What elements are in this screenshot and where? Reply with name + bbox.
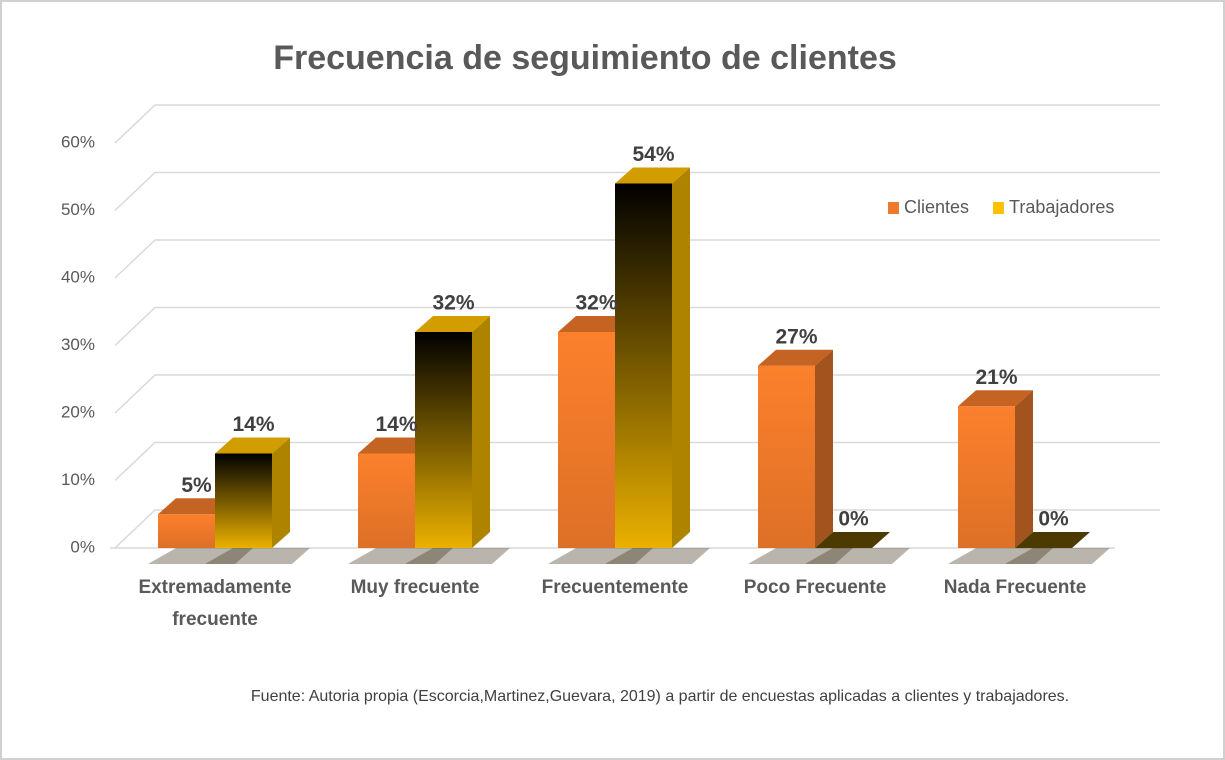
- bar-top: [215, 437, 290, 454]
- bar-top: [958, 390, 1033, 407]
- bar-shadow: [405, 548, 510, 564]
- bar-shadow: [805, 548, 910, 564]
- y-tick-label: 60%: [61, 132, 95, 151]
- bar-side: [1015, 390, 1033, 548]
- data-label: 21%: [975, 366, 1017, 389]
- data-label: 14%: [232, 413, 274, 436]
- grid-line: [114, 239, 1160, 279]
- x-tick-label: Extremadamente frecuente: [138, 577, 291, 630]
- bar-shadow: [205, 548, 310, 564]
- y-tick-label: 0%: [70, 537, 95, 556]
- bar-top: [415, 316, 490, 332]
- data-label: 32%: [432, 292, 474, 315]
- bar-shadow: [948, 548, 1053, 564]
- data-label: 54%: [632, 143, 674, 166]
- bar-top: [758, 349, 833, 366]
- bar-shadow: [748, 548, 853, 564]
- data-label: 27%: [775, 325, 817, 348]
- bar-side: [272, 437, 290, 548]
- bar: [758, 365, 815, 548]
- bar-top: [358, 437, 433, 454]
- bar-top: [1015, 532, 1090, 548]
- bar-side: [815, 349, 833, 548]
- y-tick-label: 50%: [61, 200, 95, 219]
- y-tick-label: 20%: [61, 402, 95, 421]
- legend-swatch: [888, 202, 899, 214]
- data-label: 0%: [1038, 508, 1069, 531]
- grid-line: [114, 171, 1160, 212]
- bar-shadow: [548, 548, 653, 564]
- y-tick-label: 30%: [61, 335, 95, 354]
- legend-label: Trabajadores: [1009, 197, 1114, 217]
- bar-shadow: [1005, 548, 1110, 564]
- y-tick-label: 10%: [61, 470, 95, 489]
- x-tick-label: Frecuentemente: [542, 577, 689, 598]
- bar-side: [472, 316, 490, 548]
- data-label: 14%: [375, 413, 417, 436]
- bar-top: [615, 167, 690, 184]
- bar-side: [672, 167, 690, 548]
- legend-label: Clientes: [904, 197, 969, 217]
- x-tick-label: Nada Frecuente: [944, 577, 1087, 598]
- bar-top: [158, 498, 233, 515]
- bar: [958, 406, 1015, 548]
- data-label: 0%: [838, 508, 869, 531]
- bar-top: [815, 532, 890, 548]
- bar-shadow: [148, 548, 253, 564]
- data-label: 32%: [575, 292, 617, 315]
- grid-line: [114, 104, 1160, 144]
- bar: [415, 332, 472, 548]
- y-tick-label: 40%: [61, 267, 95, 286]
- bar-shadow: [348, 548, 453, 564]
- bar: [215, 453, 272, 548]
- legend-swatch: [993, 202, 1005, 214]
- bar: [558, 332, 615, 548]
- x-tick-label: Muy frecuente: [351, 577, 480, 598]
- data-label: 5%: [181, 474, 212, 497]
- source-note: Fuente: Autoria propia (Escorcia,Martine…: [251, 688, 1069, 705]
- bar-top: [558, 316, 633, 332]
- bar: [358, 453, 415, 548]
- bar: [615, 183, 672, 548]
- x-tick-label: Poco Frecuente: [744, 577, 887, 598]
- grid-line: [114, 306, 1160, 347]
- bar: [158, 514, 215, 548]
- chart-title: Frecuencia de seguimiento de clientes: [273, 39, 897, 77]
- bar-shadow: [605, 548, 710, 564]
